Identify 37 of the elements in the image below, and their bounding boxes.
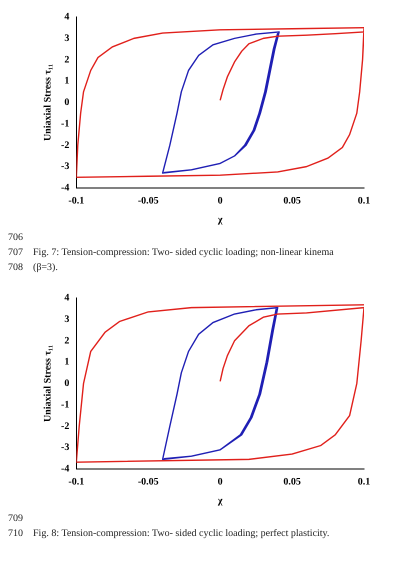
x-tick-label: 0 [218, 196, 223, 207]
y-tick-label: 1 [64, 356, 70, 368]
y-tick-label: 3 [64, 32, 70, 44]
y-tick-label: -1 [60, 118, 70, 130]
text: 706 [8, 231, 24, 245]
text: 710 Fig. 8: Tension-compression: Two- sided cyclic loading; perfect plasticity. [8, 527, 330, 541]
y-tick-label: -4 [60, 464, 70, 475]
y-tick-label: 4 [64, 12, 70, 23]
y-axis-title: Uniaxial Stress τ₁₁ [42, 344, 54, 422]
x-axis-title: χ [216, 496, 223, 507]
y-tick-label: -3 [60, 161, 70, 172]
y-tick-label: -2 [60, 140, 70, 151]
y-tick-label: 2 [64, 335, 70, 346]
y-tick-label: 0 [64, 378, 70, 390]
y-tick-label: 1 [64, 76, 70, 87]
y-tick-label: -2 [60, 420, 70, 432]
y-tick-label: -3 [60, 442, 70, 454]
text: 708 (β=3). [8, 261, 59, 275]
x-tick-label: 0.1 [358, 196, 370, 207]
y-tick-label: 2 [64, 54, 70, 66]
x-tick-label: 0.05 [283, 476, 301, 488]
x-tick-label: -0.05 [138, 476, 159, 488]
x-tick-label: -0.05 [138, 196, 159, 207]
y-tick-label: 4 [64, 292, 70, 304]
x-tick-label: 0 [218, 476, 223, 488]
x-tick-label: -0.1 [68, 476, 84, 488]
text: 707 Fig. 7: Tension-compression: Two- sided cyclic loading; non-linear kinema [8, 246, 335, 260]
x-tick-label: -0.1 [68, 196, 84, 207]
x-tick-label: 0.1 [358, 476, 370, 488]
y-tick-label: 0 [64, 97, 70, 108]
text: 709 [8, 512, 24, 526]
y-axis-title: Uniaxial Stress τ₁₁ [42, 64, 54, 142]
x-tick-label: 0.05 [283, 196, 301, 207]
y-tick-label: -4 [60, 182, 70, 194]
y-tick-label: 3 [64, 314, 70, 325]
x-axis-title: χ [216, 214, 223, 226]
y-tick-label: -1 [60, 399, 70, 410]
